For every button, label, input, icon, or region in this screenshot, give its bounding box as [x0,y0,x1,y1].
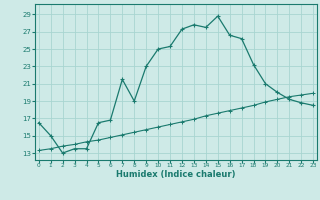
X-axis label: Humidex (Indice chaleur): Humidex (Indice chaleur) [116,170,236,179]
